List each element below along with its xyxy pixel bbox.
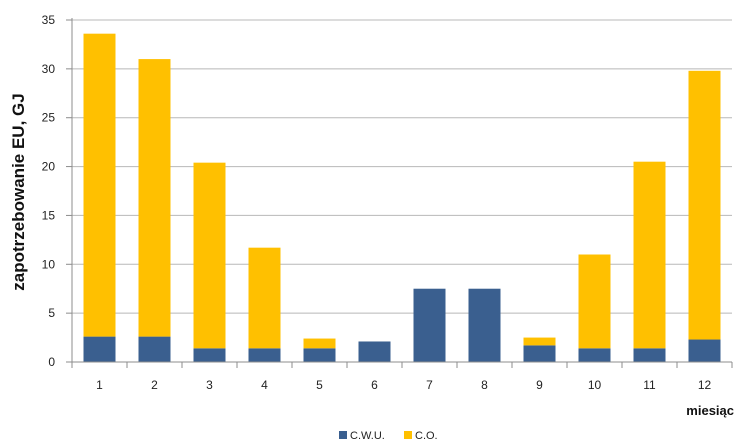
bar-segment (523, 345, 556, 362)
bar-segment (303, 338, 336, 349)
y-tick-labels: 0 5 10 15 20 25 30 35 (42, 13, 56, 369)
bar-segment (358, 341, 391, 362)
bar-segment (413, 288, 446, 362)
bar-segment (633, 348, 666, 362)
bar-segment (138, 336, 171, 362)
bar-segment (523, 337, 556, 346)
x-tick-label: 12 (698, 378, 712, 392)
bar-segment (303, 348, 336, 362)
bar-segment (578, 254, 611, 349)
x-tick-label: 5 (316, 378, 323, 392)
bars (83, 33, 721, 362)
bar-segment (138, 59, 171, 337)
legend-label: C.W.U. (350, 430, 385, 442)
legend-label: C.O. (415, 430, 438, 442)
legend: C.W.U. C.O. (339, 430, 438, 442)
y-tick-label: 10 (42, 257, 56, 271)
x-tick-label: 8 (481, 378, 488, 392)
y-tick-label: 15 (42, 208, 56, 222)
x-tick-label: 4 (261, 378, 268, 392)
bar-segment (83, 336, 116, 362)
legend-swatch (339, 431, 347, 439)
bar-segment (248, 348, 281, 362)
bar-segment (633, 161, 666, 349)
bar-segment (688, 339, 721, 362)
bar-segment (193, 162, 226, 349)
bar-segment (688, 70, 721, 340)
x-tick-label: 6 (371, 378, 378, 392)
x-tick-label: 11 (643, 378, 656, 392)
x-tick-labels: 1 2 3 4 5 6 7 8 9 10 11 12 (96, 378, 711, 392)
y-tick-label: 25 (42, 111, 56, 125)
y-tick-label: 30 (42, 62, 56, 76)
x-tick-label: 2 (151, 378, 158, 392)
bar-segment (248, 247, 281, 349)
x-tick-label: 3 (206, 378, 213, 392)
legend-swatch (404, 431, 412, 439)
axes (66, 18, 733, 368)
bar-segment (83, 33, 116, 337)
gridlines (72, 19, 732, 363)
y-tick-label: 0 (48, 355, 55, 369)
y-axis-title: zapotrzebowanie EU, GJ (9, 93, 28, 290)
x-tick-label: 9 (536, 378, 543, 392)
x-tick-label: 1 (96, 378, 103, 392)
bar-segment (193, 348, 226, 362)
x-tick-label: 10 (588, 378, 602, 392)
y-tick-label: 5 (48, 306, 55, 320)
y-tick-label: 35 (42, 13, 56, 27)
bar-segment (468, 288, 501, 362)
x-axis-title: miesiąc (686, 403, 734, 418)
x-tick-label: 7 (426, 378, 433, 392)
y-tick-label: 20 (42, 160, 56, 174)
bar-segment (578, 348, 611, 362)
